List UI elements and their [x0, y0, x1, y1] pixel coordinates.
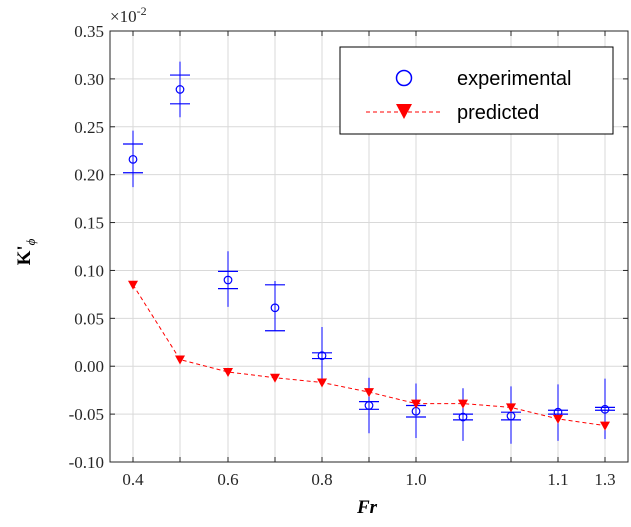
y-axis-title-subscript: ϕ	[23, 238, 38, 245]
experimental-point	[317, 351, 327, 361]
y-tick-label: -0.05	[69, 405, 104, 424]
x-axis-title: Fr	[356, 497, 378, 518]
predicted-point	[270, 373, 280, 383]
y-exponent-power: -2	[137, 4, 147, 18]
experimental-point	[364, 401, 374, 410]
y-tick-label: 0.20	[74, 166, 104, 185]
experimental-point	[223, 275, 233, 285]
predicted-point	[506, 403, 516, 413]
labels-layer: -0.10 -0.05 0.00 0.05 0.10 0.15 0.20 0.25 0.30 0.…	[69, 22, 616, 489]
y-axis-title-main: K'	[14, 245, 35, 265]
predicted-point	[128, 280, 138, 290]
predicted-point	[175, 355, 185, 365]
legend-experimental-marker	[395, 69, 413, 87]
x-tick-label: 0.8	[311, 470, 332, 489]
predicted-point	[600, 421, 610, 431]
y-tick-label: -0.10	[69, 453, 104, 472]
legend-box	[339, 46, 614, 135]
y-exponent-base: ×10	[110, 7, 137, 26]
experimental-point	[128, 154, 138, 164]
experimental-point	[600, 404, 610, 414]
y-tick-label: 0.25	[74, 118, 104, 137]
predicted-point	[317, 378, 327, 388]
legend: experimental predicted	[339, 46, 614, 135]
predicted-point	[553, 414, 563, 424]
y-tick-label: 0.35	[74, 22, 104, 41]
experimental-point	[458, 412, 468, 422]
y-exponent-label: ×10-2	[110, 4, 147, 26]
predicted-point	[364, 388, 374, 398]
predicted-point	[458, 399, 468, 409]
legend-experimental-label: experimental	[457, 68, 572, 90]
x-tick-label: 1.1	[547, 470, 568, 489]
series-layer	[123, 61, 615, 444]
predicted-point	[223, 367, 233, 377]
experimental-point	[175, 85, 185, 94]
experimental-point	[270, 303, 280, 313]
x-tick-label: 0.6	[217, 470, 238, 489]
y-tick-label: 0.10	[74, 261, 104, 280]
x-tick-label: 1.0	[405, 470, 426, 489]
x-tick-label: 0.4	[122, 470, 144, 489]
legend-predicted-marker	[396, 104, 412, 119]
y-tick-label: 0.05	[74, 309, 104, 328]
y-axis-title: K'ϕ	[14, 238, 38, 265]
y-tick-label: 0.30	[74, 70, 104, 89]
legend-predicted-label: predicted	[457, 102, 539, 124]
x-tick-label: 1.3	[594, 470, 615, 489]
predicted-point	[411, 399, 421, 409]
y-tick-label: 0.00	[74, 357, 104, 376]
plot-frame	[109, 30, 629, 463]
y-tick-label: 0.15	[74, 214, 104, 233]
